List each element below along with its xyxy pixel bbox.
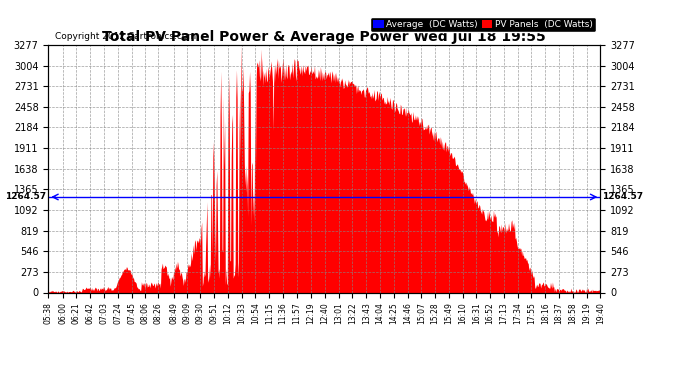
- Legend: Average  (DC Watts), PV Panels  (DC Watts): Average (DC Watts), PV Panels (DC Watts): [370, 17, 595, 32]
- Title: Total PV Panel Power & Average Power Wed Jul 18 19:55: Total PV Panel Power & Average Power Wed…: [102, 30, 546, 44]
- Text: Copyright 2012 Cartronics.com: Copyright 2012 Cartronics.com: [55, 32, 197, 41]
- Text: 1264.57: 1264.57: [602, 192, 643, 201]
- Text: 1264.57: 1264.57: [6, 192, 46, 201]
